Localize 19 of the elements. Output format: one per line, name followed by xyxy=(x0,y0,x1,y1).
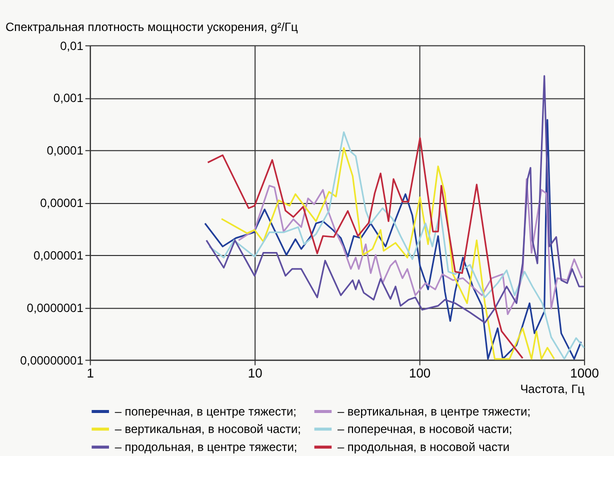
y-tick-label: 0,001 xyxy=(53,91,84,106)
y-tick-label: 0,00001 xyxy=(40,196,84,210)
y-axis-title: Спектральная плотность мощности ускорения, g²/Гц xyxy=(5,20,298,34)
legend-label: – продольная, в носовой части xyxy=(337,440,510,454)
legend-label: – поперечная, в носовой части; xyxy=(337,422,512,436)
x-tick-label: 100 xyxy=(408,365,431,380)
y-tick-label: 0,000001 xyxy=(33,248,84,262)
x-tick-label: 10 xyxy=(248,365,262,380)
x-tick-label: 1000 xyxy=(570,365,599,380)
legend-label: – поперечная, в центре тяжести; xyxy=(114,404,297,418)
legend-label: – вертикальная, в носовой части; xyxy=(114,422,301,436)
legend-label: – вертикальная, в центре тяжести; xyxy=(337,404,531,418)
y-tick-label: 0,00000001 xyxy=(20,353,84,368)
y-tick-label: 0,0000001 xyxy=(26,300,84,315)
x-tick-label: 1 xyxy=(86,365,94,380)
y-tick-label: 0,01 xyxy=(60,38,84,53)
x-axis-title: Частота, Гц xyxy=(520,382,585,396)
y-tick-label: 0,0001 xyxy=(46,144,84,158)
legend-label: – продольная, в центре тяжести; xyxy=(114,440,298,454)
